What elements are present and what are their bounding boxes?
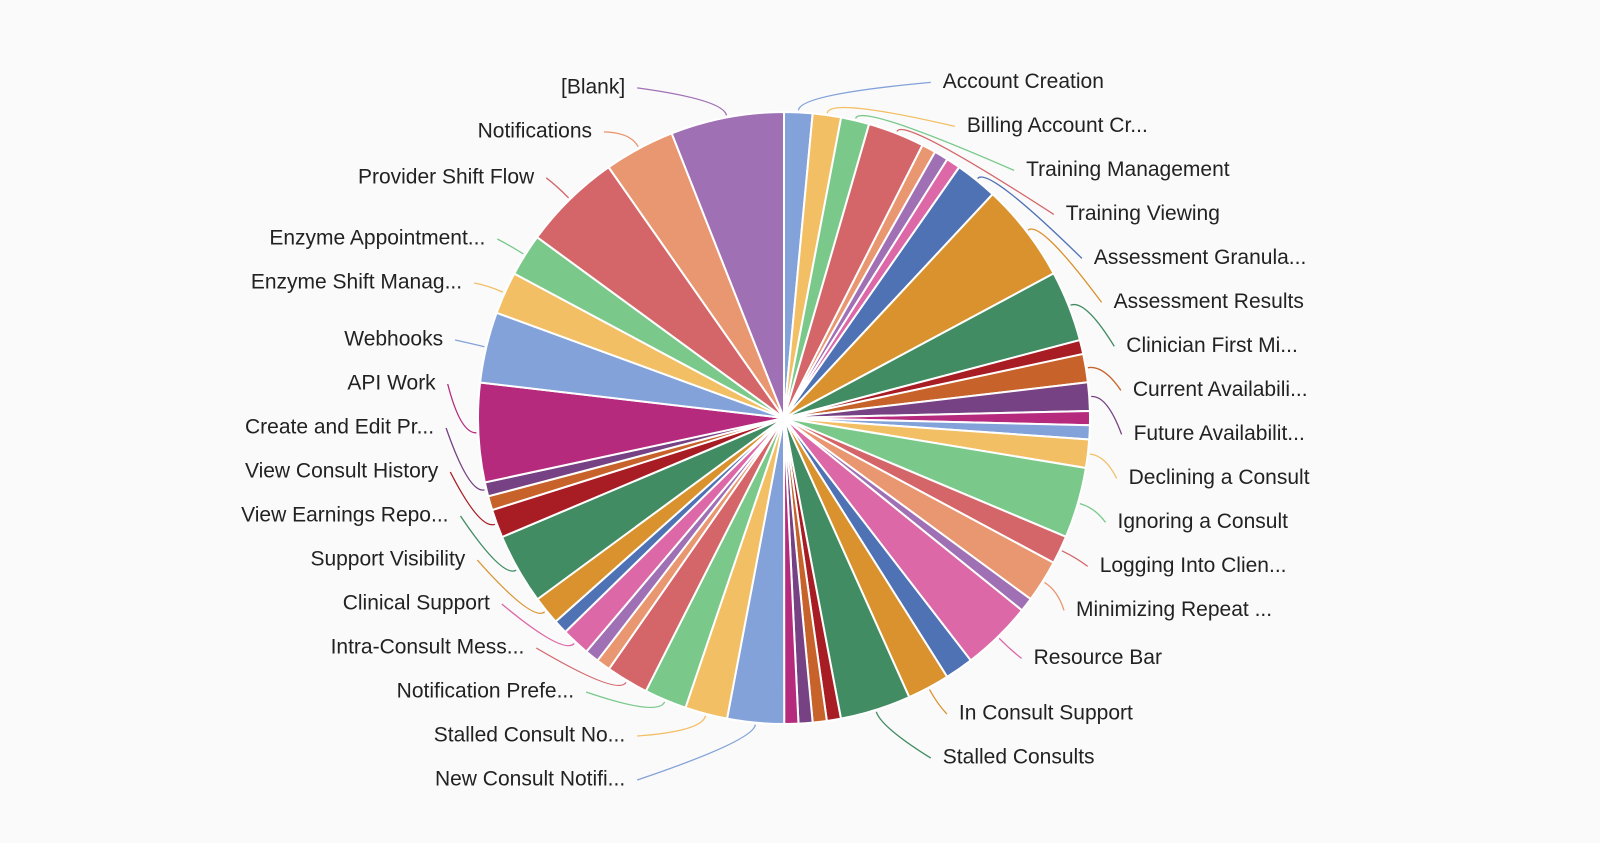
leader-line-ignoring-a-consult bbox=[1079, 502, 1107, 523]
leader-line-stalled-consult-no bbox=[637, 715, 707, 737]
slices-layer bbox=[477, 111, 1091, 726]
leader-line-future-availabilit bbox=[1091, 395, 1123, 435]
leader-line-account-creation bbox=[797, 81, 931, 111]
slice-label-current-availabili: Current Availabili... bbox=[1133, 378, 1308, 401]
slice-label-stalled-consult-no: Stalled Consult No... bbox=[434, 724, 625, 747]
leader-line-intra-consult-mess bbox=[535, 647, 627, 686]
leader-line-clinician-first-mi bbox=[1070, 303, 1115, 347]
leader-line-api-work bbox=[447, 383, 477, 434]
slice-label-ignoring-a-consult: Ignoring a Consult bbox=[1118, 510, 1289, 533]
slice-label-intra-consult-mess: Intra-Consult Mess... bbox=[331, 636, 525, 659]
slice-label-new-consult-notifi: New Consult Notifi... bbox=[435, 768, 625, 791]
leader-line-enzyme-appointment bbox=[497, 238, 524, 255]
leader-line-minimizing-repeat bbox=[1044, 581, 1065, 611]
labels-layer: Account Creation Billing Account Cr... Tra… bbox=[241, 70, 1310, 791]
slice-label-clinical-support: Clinical Support bbox=[343, 592, 490, 615]
slice-label-webhooks: Webhooks bbox=[344, 328, 443, 351]
slice-label-declining-a-consult: Declining a Consult bbox=[1129, 466, 1310, 489]
leader-line-in-consult-support bbox=[928, 689, 948, 715]
leader-line-billing-account-cr bbox=[826, 106, 956, 128]
leader-lines-layer bbox=[445, 81, 1123, 781]
leader-line-training-management bbox=[855, 114, 1015, 171]
slice-label-training-viewing: Training Viewing bbox=[1066, 202, 1220, 225]
slice-label-future-availabilit: Future Availabilit... bbox=[1134, 422, 1305, 445]
leader-line-notification-prefe bbox=[585, 691, 666, 709]
slice-label-stalled-consults: Stalled Consults bbox=[943, 746, 1095, 769]
slice-label-resource-bar: Resource Bar bbox=[1034, 646, 1162, 669]
leader-line-new-consult-notifi bbox=[636, 724, 756, 781]
leader-line-declining-a-consult bbox=[1089, 453, 1118, 479]
leader-line-training-viewing bbox=[896, 128, 1055, 215]
slice-label-account-creation: Account Creation bbox=[943, 70, 1104, 93]
leader-line-enzyme-shift-manag bbox=[473, 282, 504, 293]
leader-line-view-consult-history bbox=[449, 471, 496, 526]
slice-label-in-consult-support: In Consult Support bbox=[959, 702, 1133, 725]
leader-line-blank bbox=[637, 87, 728, 116]
slice-label-assessment-granula: Assessment Granula... bbox=[1094, 246, 1306, 269]
slice-label-api-work: API Work bbox=[347, 372, 436, 395]
slice-label-blank: [Blank] bbox=[561, 75, 625, 98]
slice-label-logging-into-clien: Logging Into Clien... bbox=[1100, 554, 1287, 577]
slice-label-enzyme-appointment: Enzyme Appointment... bbox=[269, 227, 485, 250]
slice-label-view-consult-history: View Consult History bbox=[245, 460, 439, 483]
slice-label-minimizing-repeat: Minimizing Repeat ... bbox=[1076, 598, 1272, 621]
leader-line-webhooks bbox=[454, 339, 485, 348]
slice-label-billing-account-cr: Billing Account Cr... bbox=[967, 114, 1148, 137]
slice-label-enzyme-shift-manag: Enzyme Shift Manag... bbox=[251, 271, 462, 294]
slice-label-notification-prefe: Notification Prefe... bbox=[397, 680, 574, 703]
leader-line-resource-bar bbox=[998, 637, 1022, 659]
leader-line-assessment-granula bbox=[977, 176, 1083, 259]
leader-line-create-and-edit-pr bbox=[445, 427, 485, 491]
slice-label-training-management: Training Management bbox=[1026, 158, 1230, 181]
leader-line-logging-into-clien bbox=[1061, 550, 1089, 567]
leader-line-stalled-consults bbox=[875, 711, 932, 759]
leader-line-clinical-support bbox=[501, 603, 575, 647]
slice-blank[interactable] bbox=[670, 111, 785, 419]
slice-label-clinician-first-mi: Clinician First Mi... bbox=[1126, 334, 1298, 357]
slice-label-view-earnings-repo: View Earnings Repo... bbox=[241, 504, 448, 527]
leader-line-provider-shift-flow bbox=[545, 177, 570, 199]
leader-line-notifications bbox=[603, 131, 639, 148]
leader-line-view-earnings-repo bbox=[459, 515, 517, 572]
leader-line-current-availabili bbox=[1087, 366, 1122, 391]
slice-label-assessment-results: Assessment Results bbox=[1114, 290, 1304, 313]
slice-label-provider-shift-flow: Provider Shift Flow bbox=[358, 165, 535, 188]
leader-line-assessment-results bbox=[1027, 228, 1103, 303]
slice-label-create-and-edit-pr: Create and Edit Pr... bbox=[245, 416, 434, 439]
slice-label-support-visibility: Support Visibility bbox=[310, 548, 465, 571]
leader-line-support-visibility bbox=[476, 559, 546, 614]
slice-label-notifications: Notifications bbox=[478, 119, 592, 142]
